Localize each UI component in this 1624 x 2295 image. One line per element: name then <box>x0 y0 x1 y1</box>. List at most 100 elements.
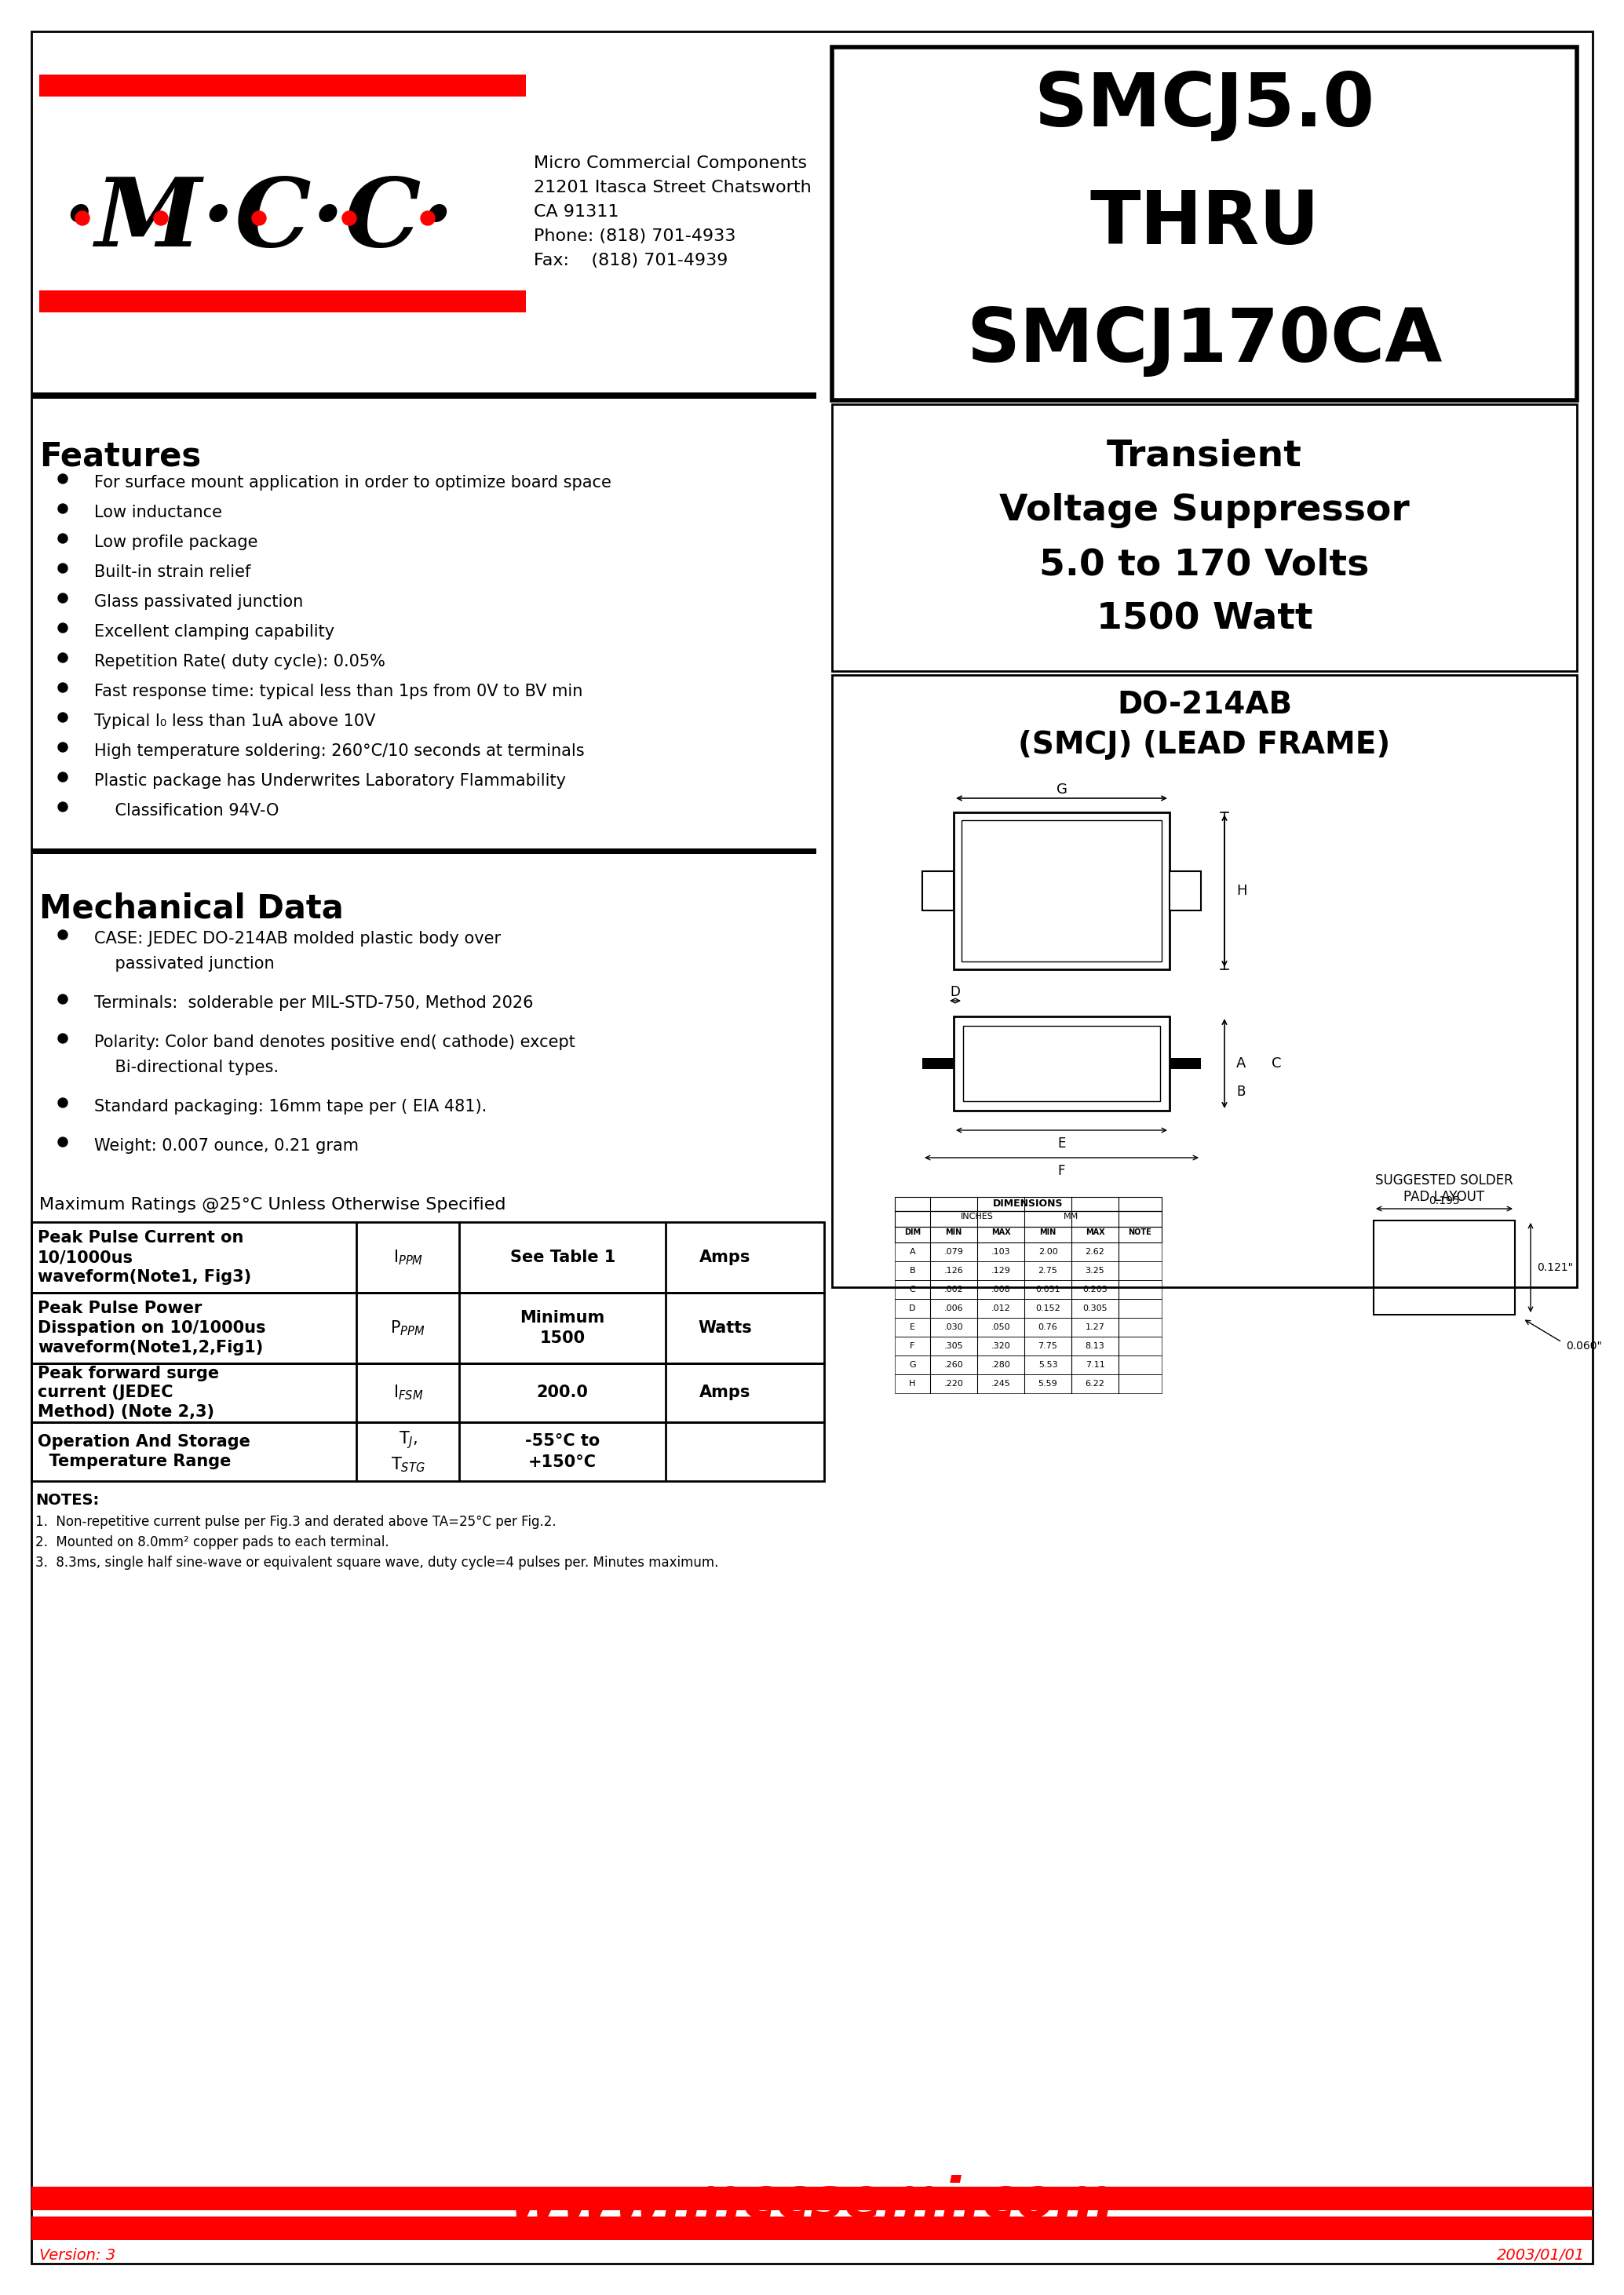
Bar <box>953 812 1169 968</box>
Text: Transient
Voltage Suppressor
5.0 to 170 Volts
1500 Watt: Transient Voltage Suppressor 5.0 to 170 … <box>999 438 1410 638</box>
Circle shape <box>58 505 68 514</box>
Text: Weight: 0.007 ounce, 0.21 gram: Weight: 0.007 ounce, 0.21 gram <box>94 1138 359 1154</box>
Circle shape <box>58 1138 68 1148</box>
Circle shape <box>58 475 68 484</box>
Text: -55°C to
+150°C: -55°C to +150°C <box>525 1434 599 1469</box>
Bar <box>895 1281 1161 1299</box>
Text: Standard packaging: 16mm tape per ( EIA 481).: Standard packaging: 16mm tape per ( EIA … <box>94 1099 487 1115</box>
Text: Repetition Rate( duty cycle): 0.05%: Repetition Rate( duty cycle): 0.05% <box>94 654 385 670</box>
Text: Micro Commercial Components
21201 Itasca Street Chatsworth
CA 91311
Phone: (818): Micro Commercial Components 21201 Itasca… <box>534 156 812 269</box>
Text: .002: .002 <box>944 1285 963 1294</box>
Text: 0.060": 0.060" <box>1566 1340 1601 1352</box>
Bar <box>831 48 1577 399</box>
Text: .008: .008 <box>991 1285 1010 1294</box>
Bar <box>39 73 526 96</box>
Text: .030: .030 <box>944 1324 963 1331</box>
Text: .103: .103 <box>991 1248 1010 1255</box>
Text: .126: .126 <box>944 1267 963 1274</box>
Text: A: A <box>909 1248 916 1255</box>
Text: .280: .280 <box>991 1361 1010 1368</box>
Bar <box>31 2217 1593 2240</box>
Text: I$_{PPM}$: I$_{PPM}$ <box>393 1248 422 1267</box>
Text: NOTES:: NOTES: <box>36 1492 99 1508</box>
Text: CASE: JEDEC DO-214AB molded plastic body over: CASE: JEDEC DO-214AB molded plastic body… <box>94 932 500 946</box>
Text: Peak Pulse Current on
10/1000us
waveform(Note1, Fig3): Peak Pulse Current on 10/1000us waveform… <box>37 1230 252 1285</box>
Bar <box>1169 872 1200 911</box>
Text: NOTE: NOTE <box>1129 1228 1151 1237</box>
Bar <box>895 1242 1161 1262</box>
Text: .129: .129 <box>991 1267 1010 1274</box>
Text: For surface mount application in order to optimize board space: For surface mount application in order t… <box>94 475 611 491</box>
Text: H: H <box>1236 884 1247 897</box>
Circle shape <box>252 211 266 225</box>
Text: .245: .245 <box>991 1379 1010 1388</box>
Bar <box>895 1198 1161 1212</box>
Text: F: F <box>909 1343 914 1349</box>
Text: G: G <box>909 1361 916 1368</box>
Bar <box>953 1017 1169 1111</box>
Text: 2.75: 2.75 <box>1038 1267 1057 1274</box>
Text: G: G <box>1056 783 1067 796</box>
Text: Classification 94V-O: Classification 94V-O <box>94 803 279 819</box>
Text: Low inductance: Low inductance <box>94 505 222 521</box>
Text: .012: .012 <box>991 1304 1010 1313</box>
Text: DIMENSIONS: DIMENSIONS <box>994 1198 1064 1209</box>
Text: D: D <box>950 985 960 998</box>
Text: .050: .050 <box>991 1324 1010 1331</box>
Bar <box>1169 872 1200 911</box>
Text: 7.75: 7.75 <box>1038 1343 1057 1349</box>
Text: Maximum Ratings @25°C Unless Otherwise Specified: Maximum Ratings @25°C Unless Otherwise S… <box>39 1198 507 1212</box>
Bar <box>1374 1221 1515 1315</box>
Text: E: E <box>1057 1136 1065 1150</box>
Text: 0.051: 0.051 <box>1036 1285 1060 1294</box>
Text: Polarity: Color band denotes positive end( cathode) except: Polarity: Color band denotes positive en… <box>94 1035 575 1051</box>
Text: DO-214AB
(SMCJ) (LEAD FRAME): DO-214AB (SMCJ) (LEAD FRAME) <box>1018 691 1390 760</box>
Text: I$_{FSM}$: I$_{FSM}$ <box>393 1384 422 1402</box>
Circle shape <box>58 1033 68 1044</box>
Text: Peak forward surge
current (JEDEC
Method) (Note 2,3): Peak forward surge current (JEDEC Method… <box>37 1366 219 1421</box>
Text: Amps: Amps <box>700 1384 750 1400</box>
Text: .006: .006 <box>944 1304 963 1313</box>
Text: 2.  Mounted on 8.0mm² copper pads to each terminal.: 2. Mounted on 8.0mm² copper pads to each… <box>36 1535 390 1549</box>
Text: .260: .260 <box>944 1361 963 1368</box>
Text: Version: 3: Version: 3 <box>39 2247 115 2263</box>
Bar <box>31 849 817 854</box>
Text: F: F <box>1057 1164 1065 1177</box>
Bar <box>31 2187 1593 2210</box>
Text: 3.25: 3.25 <box>1085 1267 1104 1274</box>
Circle shape <box>343 211 356 225</box>
Text: H: H <box>909 1379 916 1388</box>
Bar <box>895 1299 1161 1317</box>
Text: Features: Features <box>39 441 201 473</box>
Bar <box>31 1221 823 1292</box>
Text: ·M·C·C·: ·M·C·C· <box>63 172 455 266</box>
Text: 2.00: 2.00 <box>1038 1248 1057 1255</box>
Circle shape <box>154 211 167 225</box>
Text: INCHES: INCHES <box>961 1212 994 1221</box>
Bar <box>895 1375 1161 1393</box>
Bar <box>31 1363 823 1423</box>
Text: Bi-directional types.: Bi-directional types. <box>94 1060 279 1076</box>
Text: www.mccsemi.com: www.mccsemi.com <box>510 2176 1114 2228</box>
Text: A: A <box>1236 1056 1246 1069</box>
Bar <box>1169 1058 1200 1069</box>
Text: 5.53: 5.53 <box>1038 1361 1057 1368</box>
Text: 1.  Non-repetitive current pulse per Fig.3 and derated above TA=25°C per Fig.2.: 1. Non-repetitive current pulse per Fig.… <box>36 1515 555 1528</box>
Text: 0.305: 0.305 <box>1083 1304 1108 1313</box>
Text: MAX: MAX <box>991 1228 1010 1237</box>
Text: .320: .320 <box>991 1343 1010 1349</box>
Circle shape <box>58 803 68 812</box>
Text: Low profile package: Low profile package <box>94 535 258 551</box>
Text: 0.76: 0.76 <box>1038 1324 1057 1331</box>
Text: Watts: Watts <box>698 1320 752 1336</box>
Circle shape <box>75 211 89 225</box>
Bar <box>895 1262 1161 1281</box>
Bar <box>31 1423 823 1480</box>
Text: D: D <box>909 1304 916 1313</box>
Circle shape <box>58 654 68 663</box>
Text: See Table 1: See Table 1 <box>510 1248 615 1265</box>
Text: Amps: Amps <box>700 1248 750 1265</box>
Bar <box>895 1198 1161 1212</box>
Bar <box>31 1292 823 1363</box>
Text: 1.27: 1.27 <box>1085 1324 1104 1331</box>
